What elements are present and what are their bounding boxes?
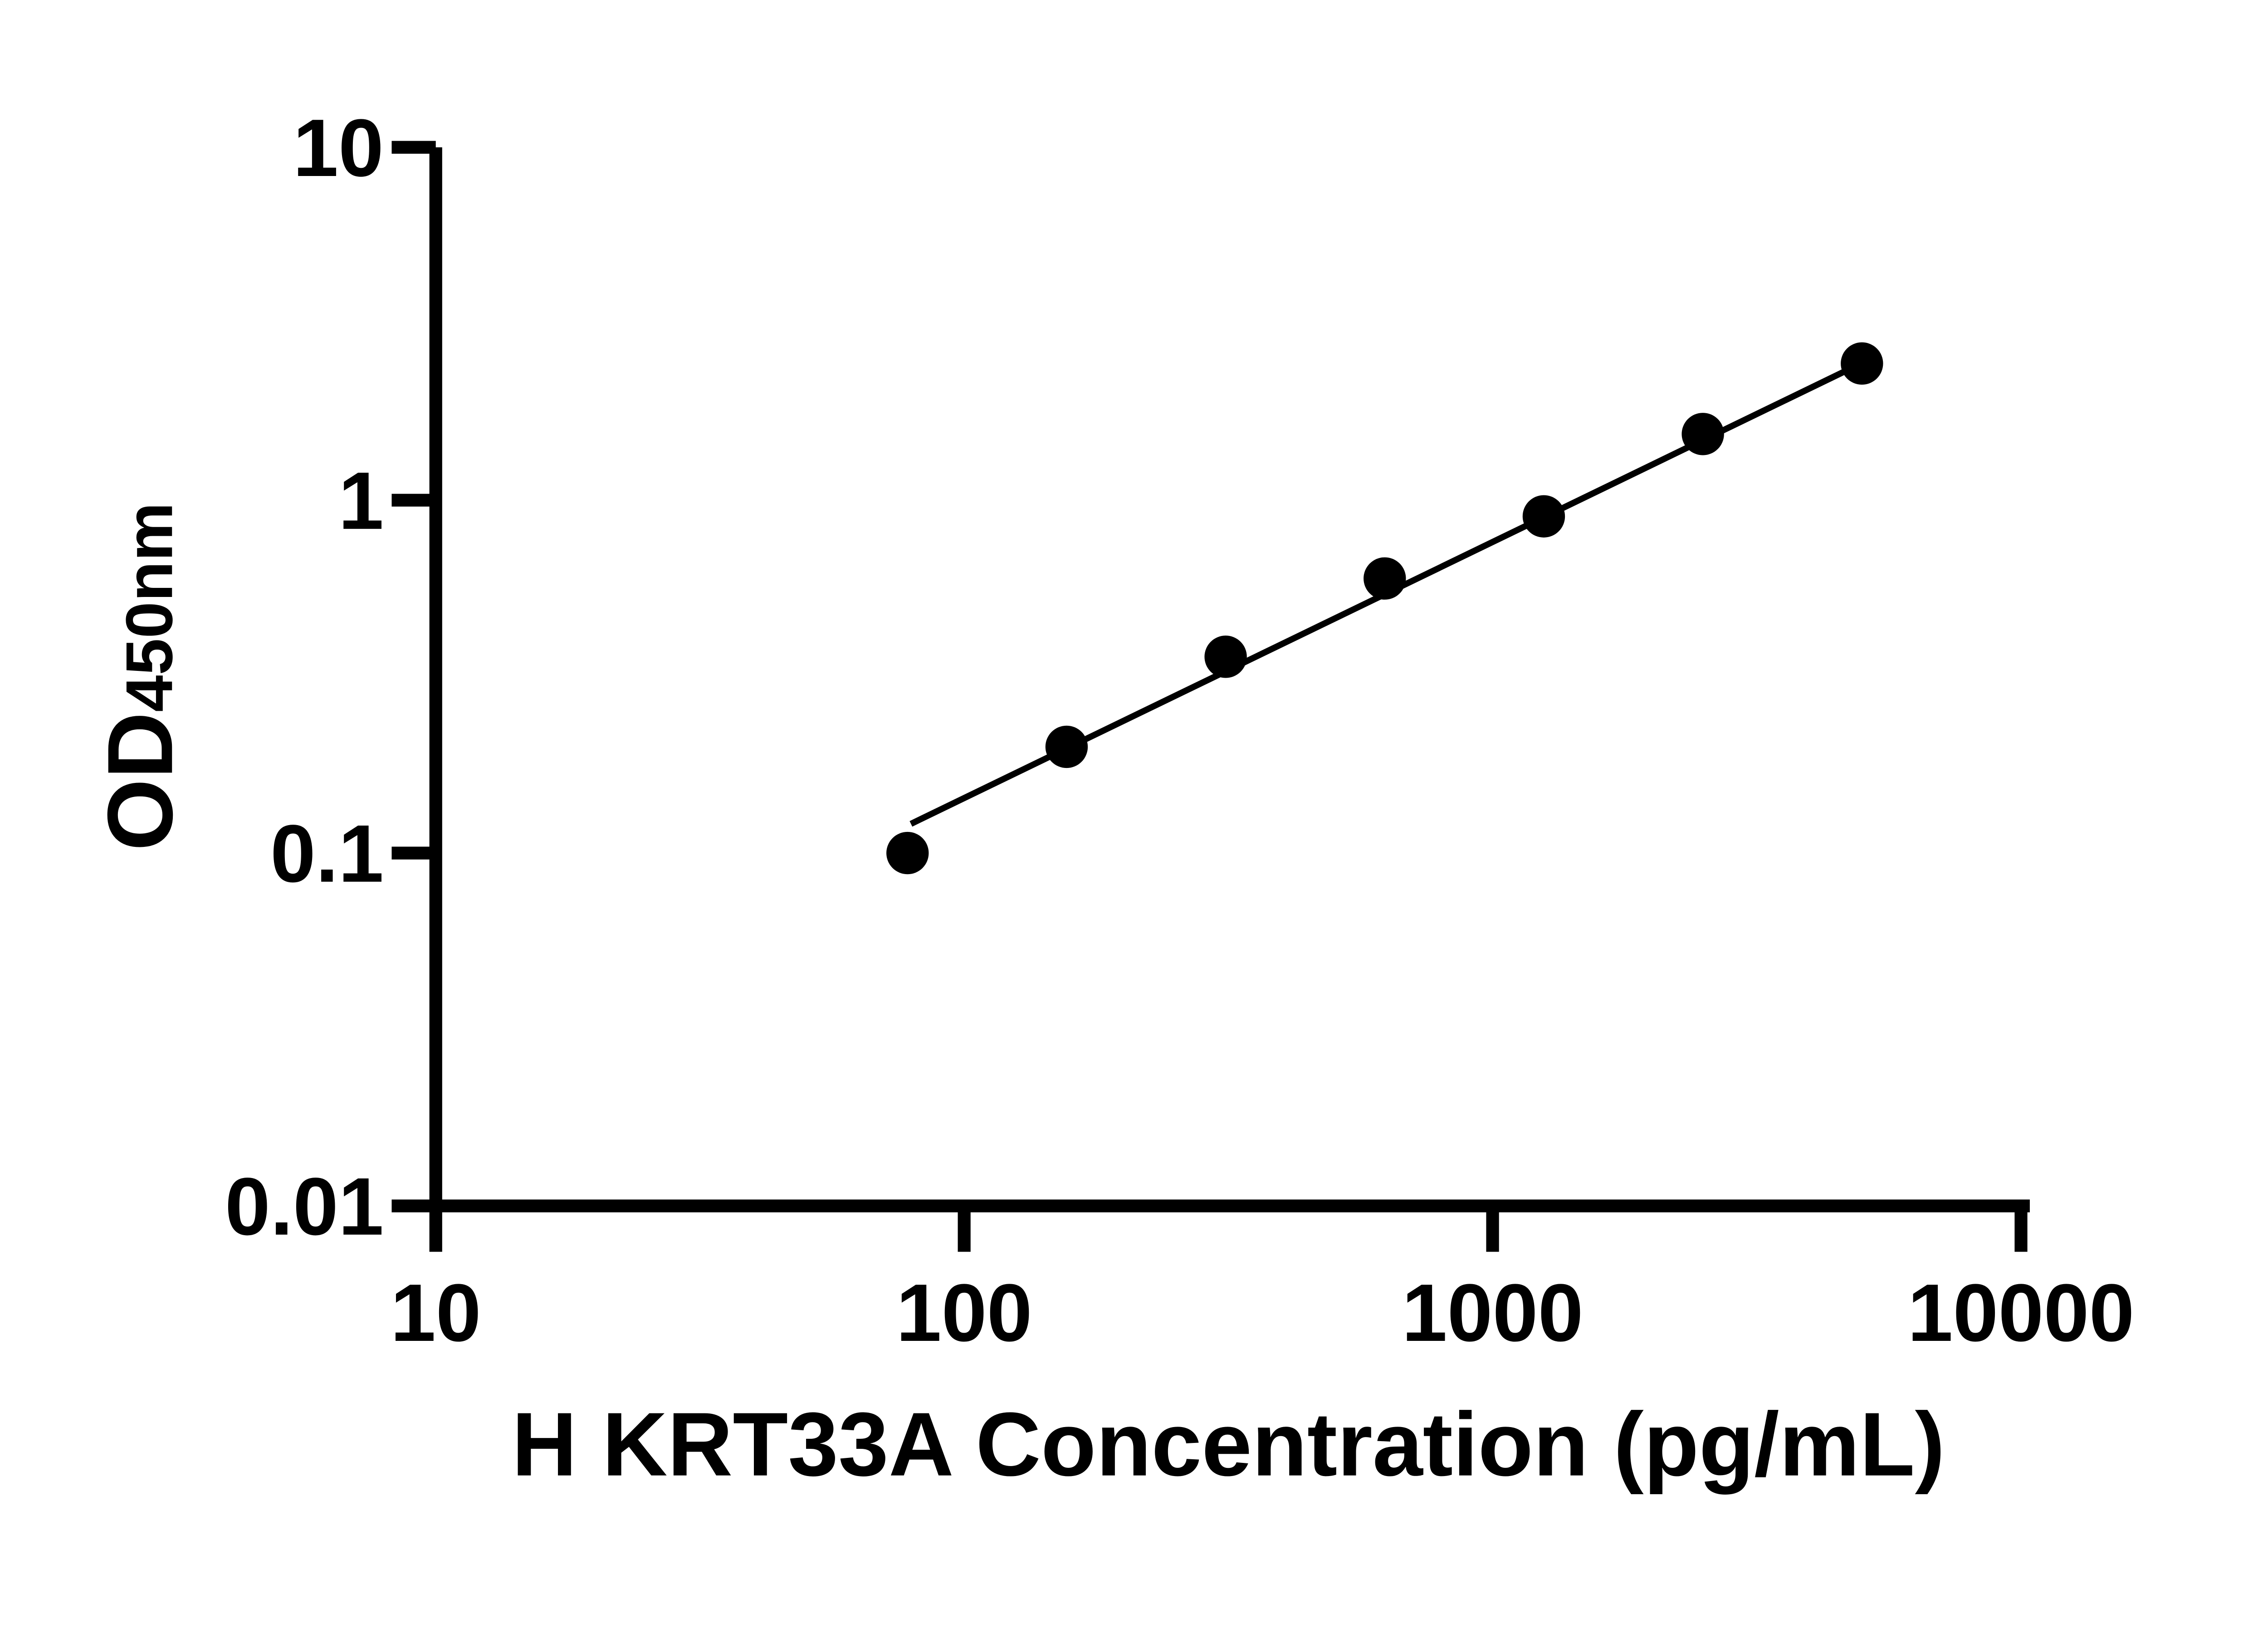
x-tick-label: 10 [391,1267,481,1359]
data-point [1841,342,1883,385]
y-axis-title: OD450nm [88,502,192,851]
plot-area: 0.01 0.1 1 10 10 100 1000 10000 [225,103,2135,1359]
x-tick-label: 100 [896,1267,1032,1359]
y-axis-title-main: OD [88,712,192,851]
data-point [1522,495,1565,538]
standard-curve-chart: 0.01 0.1 1 10 10 100 1000 10000 H KRT33A Concen… [88,102,2135,1495]
y-tick-label: 0.01 [225,1161,384,1252]
x-axis-title: H KRT33A Concentration (pg/mL) [512,1394,1945,1495]
figure: 0.01 0.1 1 10 10 100 1000 10000 H KRT33A Concen… [88,102,2135,1495]
data-point [886,831,929,875]
y-tick-label: 0.1 [270,808,384,900]
data-point [1204,636,1247,678]
x-tick-label: 10000 [1907,1267,2134,1359]
x-tick-label: 1000 [1402,1267,1583,1359]
data-point [1364,557,1406,600]
data-point [1681,413,1724,455]
y-tick-label: 1 [338,455,384,547]
y-tick-label: 10 [293,103,384,194]
y-axis-title-subscript: 450nm [112,502,186,712]
data-point [1045,725,1088,768]
